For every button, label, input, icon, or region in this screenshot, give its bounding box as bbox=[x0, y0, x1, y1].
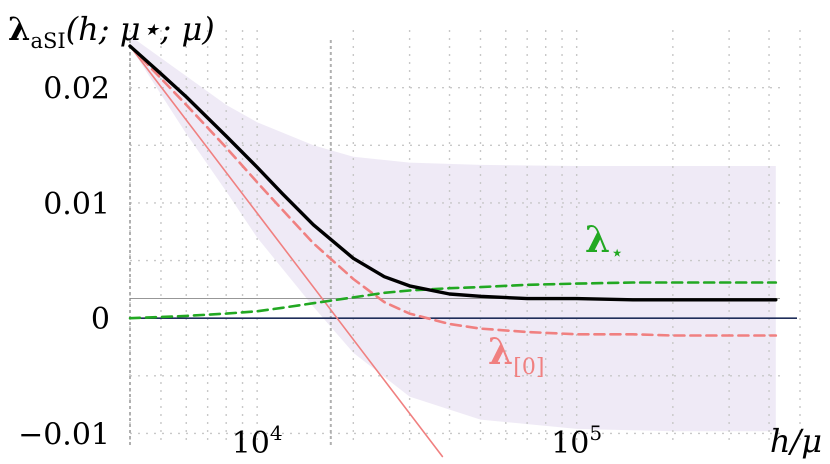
grid-layer bbox=[129, 30, 801, 445]
y-tick-label: −0.01 bbox=[18, 417, 110, 452]
y-tick-label: 0.02 bbox=[43, 72, 110, 107]
title-symbol: λ bbox=[8, 10, 30, 48]
y-tick-label: 0.01 bbox=[43, 187, 110, 222]
x-axis-label: h/μ bbox=[770, 422, 822, 460]
uncertainty-band bbox=[130, 35, 776, 432]
y-tick-label: 0 bbox=[91, 302, 110, 337]
series-line-3 bbox=[129, 45, 444, 458]
series-line-0 bbox=[128, 44, 778, 302]
x-tick-label: 105 bbox=[551, 421, 602, 461]
title-args: (h; μ⋆; μ) bbox=[66, 10, 215, 48]
series-line-2 bbox=[128, 44, 778, 337]
chart-title: λaSI(h; μ⋆; μ) bbox=[8, 10, 215, 53]
uncertainty-band-layer bbox=[130, 35, 776, 432]
y-tick-labels: 0.02 0.01 0 −0.01 bbox=[18, 72, 110, 453]
series-line-1 bbox=[128, 281, 778, 320]
series-label-lambda-zero: λ[0] bbox=[488, 331, 544, 380]
series-label-lambda-star: λ⋆ bbox=[585, 219, 624, 266]
series-labels: λ⋆ λ[0] bbox=[488, 219, 624, 380]
series-layer bbox=[128, 44, 778, 458]
title-subscript: aSI bbox=[30, 29, 65, 53]
x-tick-labels: 104 105 bbox=[232, 421, 602, 461]
x-tick-label: 104 bbox=[232, 421, 283, 461]
